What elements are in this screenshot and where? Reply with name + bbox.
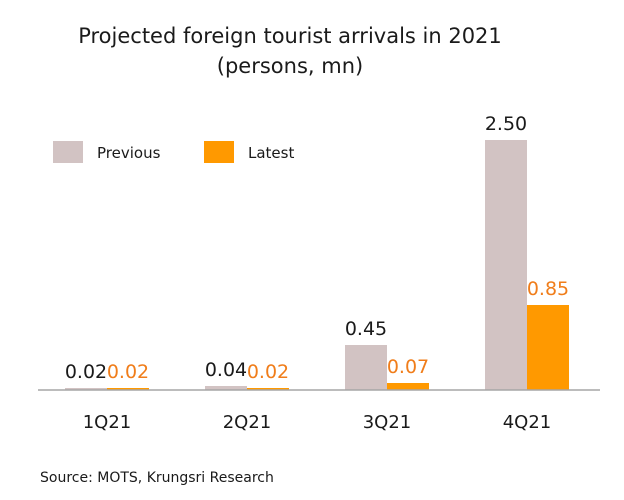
chart-title: Projected foreign tourist arrivals in 20…: [78, 24, 502, 48]
x-tick-label-1q21: 1Q21: [83, 412, 132, 433]
x-tick-label-3q21: 3Q21: [363, 412, 412, 433]
data-label-previous-3q21: 0.45: [345, 318, 387, 340]
bar-latest-1q21: [107, 388, 149, 390]
x-tick-label-4q21: 4Q21: [503, 412, 552, 433]
legend-label-latest: Latest: [248, 144, 294, 162]
bar-latest-3q21: [387, 383, 429, 390]
legend-swatch-previous: [53, 141, 83, 163]
bar-latest-4q21: [527, 305, 569, 390]
data-label-latest-4q21: 0.85: [527, 278, 569, 300]
data-label-previous-2q21: 0.04: [205, 359, 247, 381]
bar-previous-3q21: [345, 345, 387, 390]
legend-swatch-latest: [204, 141, 234, 163]
data-label-previous-4q21: 2.50: [485, 113, 527, 135]
data-label-latest-1q21: 0.02: [107, 361, 149, 383]
bar-latest-2q21: [247, 388, 289, 390]
x-tick-label-2q21: 2Q21: [223, 412, 272, 433]
source-note: Source: MOTS, Krungsri Research: [40, 470, 274, 486]
chart-subtitle: (persons, mn): [216, 54, 364, 78]
bar-previous-1q21: [65, 388, 107, 390]
legend-label-previous: Previous: [97, 144, 161, 162]
bar-previous-2q21: [205, 386, 247, 390]
bar-previous-4q21: [485, 140, 527, 390]
data-label-previous-1q21: 0.02: [65, 361, 107, 383]
data-label-latest-3q21: 0.07: [387, 356, 429, 378]
data-label-latest-2q21: 0.02: [247, 361, 289, 383]
